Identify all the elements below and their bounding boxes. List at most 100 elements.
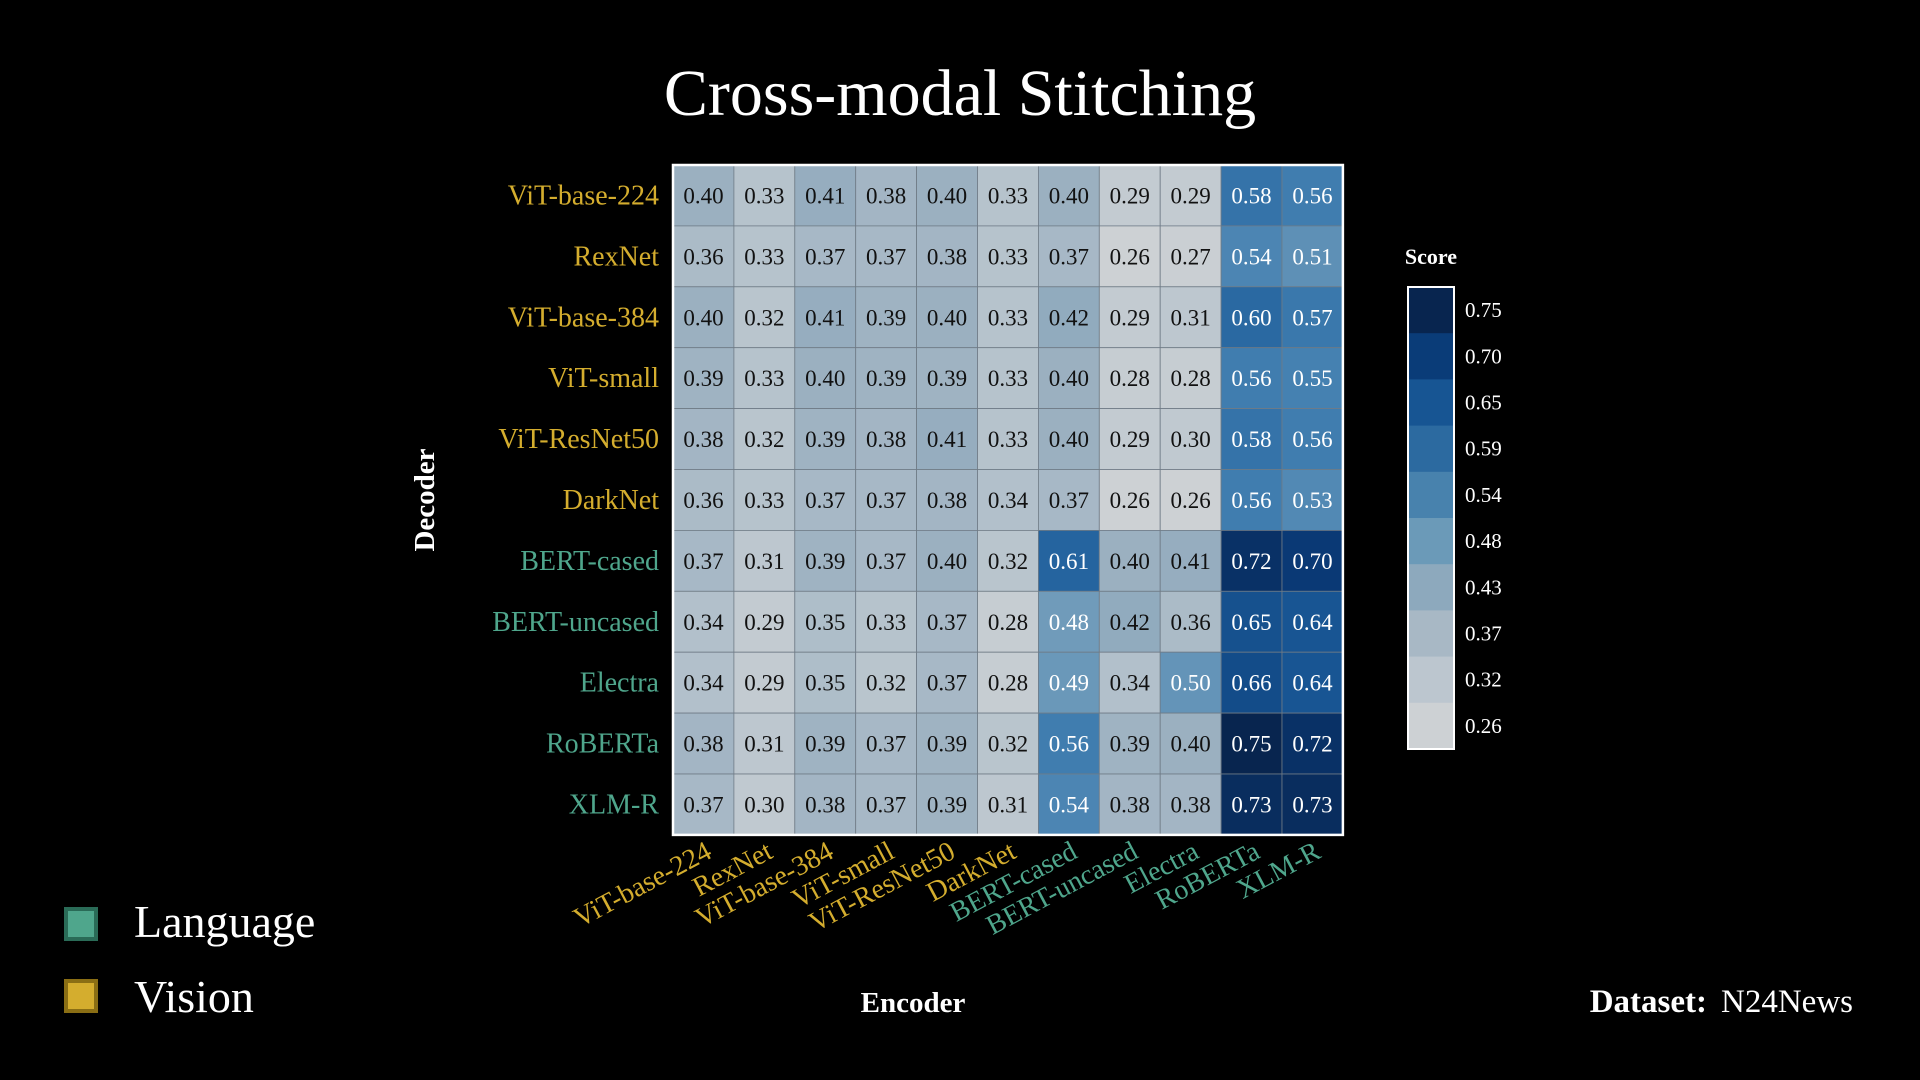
heatmap-cell <box>855 712 918 775</box>
cell-value-label: 0.40 <box>1110 549 1150 574</box>
colorbar-segment <box>1408 287 1454 334</box>
heatmap-cell <box>855 347 918 410</box>
cell-value-label: 0.73 <box>1292 792 1332 817</box>
cell-value-label: 0.32 <box>744 427 784 452</box>
heatmap-cell <box>672 286 735 349</box>
heatmap-cell <box>672 651 735 714</box>
cell-value-label: 0.56 <box>1292 427 1332 452</box>
cell-value-label: 0.40 <box>927 549 967 574</box>
cell-value-label: 0.32 <box>744 305 784 330</box>
heatmap-cell <box>855 408 918 470</box>
cell-value-label: 0.32 <box>866 671 906 696</box>
dataset-caption: Dataset: N24News <box>1590 984 1853 1020</box>
cell-value-label: 0.28 <box>1171 366 1211 391</box>
heatmap-cell <box>977 773 1039 836</box>
cell-value-label: 0.57 <box>1292 305 1332 330</box>
cell-value-label: 0.35 <box>805 671 845 696</box>
vision-swatch <box>64 979 98 1013</box>
row-label: BERT-uncased <box>492 607 659 638</box>
heatmap-cell <box>1220 651 1283 714</box>
cell-value-label: 0.50 <box>1171 671 1211 696</box>
cell-value-label: 0.32 <box>988 549 1028 574</box>
heatmap-cell <box>855 590 918 653</box>
row-labels: ViT-base-224 RexNet ViT-base-384 ViT-small V… <box>492 180 659 820</box>
heatmap-cell <box>733 773 796 836</box>
legend-label-vision: Vision <box>134 971 254 1022</box>
heatmap-cell <box>672 590 735 653</box>
cell-value-label: 0.33 <box>744 366 784 391</box>
heatmap-cell <box>1098 773 1161 836</box>
colorbar-tick-label: 0.59 <box>1465 437 1502 461</box>
cell-value-label: 0.40 <box>683 305 723 330</box>
heatmap-cell <box>916 347 978 410</box>
cell-value-label: 0.30 <box>1171 427 1211 452</box>
cell-value-label: 0.40 <box>1049 427 1089 452</box>
heatmap-cell <box>855 651 918 714</box>
cell-value-label: 0.60 <box>1231 305 1271 330</box>
row-label: XLM-R <box>569 789 660 820</box>
heatmap-cell <box>977 469 1039 531</box>
legend-label-language: Language <box>134 896 315 947</box>
cell-value-label: 0.38 <box>683 732 723 757</box>
cell-value-label: 0.53 <box>1292 488 1332 513</box>
cell-value-label: 0.29 <box>1110 427 1150 452</box>
cell-value-label: 0.26 <box>1110 244 1150 269</box>
cell-value-label: 0.42 <box>1049 305 1089 330</box>
cell-value-label: 0.70 <box>1292 549 1332 574</box>
heatmap-cell <box>916 590 978 653</box>
cell-value-label: 0.56 <box>1231 488 1271 513</box>
cell-value-label: 0.29 <box>744 610 784 635</box>
heatmap-cell <box>1220 225 1283 288</box>
colorbar-segment <box>1408 656 1454 704</box>
cell-value-label: 0.31 <box>1171 305 1211 330</box>
cell-value-label: 0.33 <box>744 183 784 208</box>
cell-value-label: 0.39 <box>805 427 845 452</box>
cell-value-label: 0.40 <box>683 183 723 208</box>
cell-value-label: 0.33 <box>988 305 1028 330</box>
heatmap-cell <box>1159 651 1222 714</box>
heatmap-cell <box>733 347 796 410</box>
heatmap-cell <box>1159 408 1222 470</box>
cell-value-label: 0.39 <box>927 792 967 817</box>
heatmap-cell <box>1281 773 1344 836</box>
cell-value-label: 0.65 <box>1231 610 1271 635</box>
heatmap-cell <box>1098 530 1161 592</box>
cell-value-label: 0.39 <box>927 732 967 757</box>
heatmap-cell <box>1038 408 1100 470</box>
cell-value-label: 0.40 <box>927 305 967 330</box>
cell-value-label: 0.37 <box>805 244 845 269</box>
cell-value-label: 0.39 <box>805 549 845 574</box>
cell-value-label: 0.26 <box>1110 488 1150 513</box>
heatmap-cell <box>1098 164 1161 227</box>
heatmap-cell <box>794 651 857 714</box>
heatmap-cell <box>733 530 796 592</box>
legend-item-language: Language <box>64 896 315 947</box>
row-label: DarkNet <box>563 485 660 516</box>
cell-value-label: 0.36 <box>683 488 723 513</box>
cell-value-label: 0.35 <box>805 610 845 635</box>
cell-value-label: 0.58 <box>1231 183 1271 208</box>
heatmap-cell <box>1159 773 1222 836</box>
cell-value-label: 0.33 <box>988 427 1028 452</box>
colorbar-segment <box>1408 610 1454 658</box>
heatmap-cell <box>794 712 857 775</box>
cell-value-label: 0.29 <box>744 671 784 696</box>
x-axis-label: Encoder <box>861 987 966 1019</box>
colorbar-segment <box>1408 333 1454 380</box>
cell-value-label: 0.29 <box>1110 183 1150 208</box>
cell-value-label: 0.39 <box>1110 732 1150 757</box>
row-label: ViT-base-224 <box>508 180 659 211</box>
chart-title: Cross-modal Stitching <box>664 57 1256 130</box>
heatmap-cell <box>916 286 978 349</box>
heatmap-cell <box>977 164 1039 227</box>
dataset-line: Dataset: N24News <box>1590 984 1853 1020</box>
cell-value-label: 0.55 <box>1292 366 1332 391</box>
heatmap-cell <box>1281 530 1344 592</box>
cell-value-label: 0.58 <box>1231 427 1271 452</box>
cell-value-label: 0.42 <box>1110 610 1150 635</box>
cell-value-label: 0.73 <box>1231 792 1271 817</box>
heatmap-cell <box>1281 225 1344 288</box>
row-label: RexNet <box>573 241 659 272</box>
colorbar-segment <box>1408 379 1454 427</box>
cell-value-label: 0.39 <box>866 305 906 330</box>
